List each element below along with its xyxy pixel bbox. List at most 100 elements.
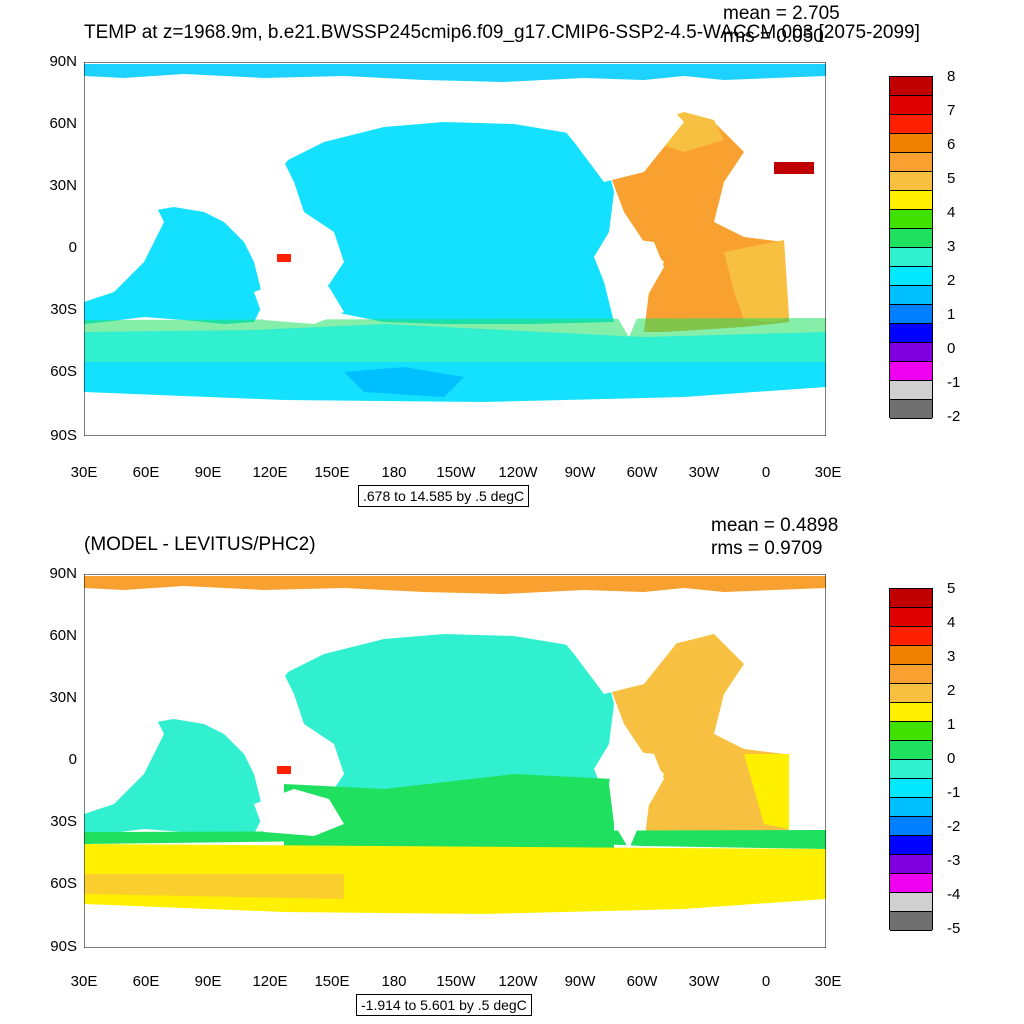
colorbar-swatch <box>890 817 932 836</box>
panel-2-map <box>84 574 826 948</box>
colorbar-swatch <box>890 324 932 343</box>
panel-2-lon-tick: 150E <box>314 973 350 990</box>
panel-1-north-america-land <box>524 80 684 182</box>
colorbar-swatch <box>890 684 932 703</box>
panel-1-lat-tick: 90N <box>49 53 77 70</box>
panel-1-lon-tick: 120W <box>498 464 538 481</box>
panel-2-lon-tick: 60E <box>132 973 160 990</box>
colorbar-swatch <box>890 134 932 153</box>
colorbar-swatch <box>890 836 932 855</box>
panel-2-atlantic-ocean <box>609 634 789 844</box>
panel-2-colorbar-label: -5 <box>947 920 961 937</box>
panel-2-lon-tick: 180 <box>381 973 407 990</box>
colorbar-swatch <box>890 172 932 191</box>
panel-1-lon-tick: 90W <box>564 464 596 481</box>
panel-2-colorbar-label: -2 <box>947 818 961 835</box>
panel-1-lon-tick: 30W <box>688 464 720 481</box>
panel-1-lon-tick: 60E <box>132 464 160 481</box>
panel-1-africa-land <box>84 152 164 302</box>
panel-1-antarctic-cold <box>344 367 464 397</box>
panel-2-lat-tick: 30N <box>49 689 77 706</box>
panel-2-africa-land <box>84 664 164 814</box>
panel-1-lat-tick: 0 <box>68 239 77 256</box>
panel-1-title: TEMP at z=1968.9m, b.e21.BWSSP245cmip6.f… <box>84 22 920 43</box>
panel-2-antarctica-land <box>84 914 826 948</box>
colorbar-swatch <box>890 646 932 665</box>
colorbar-swatch <box>890 779 932 798</box>
panel-1-south-america-land <box>609 237 664 337</box>
panel-2-lon-tick: 0 <box>761 973 771 990</box>
panel-1-red-sea-spot <box>774 162 814 174</box>
panel-1-map <box>84 62 826 436</box>
panel-1-colorbar-label: 5 <box>947 170 956 187</box>
panel-1-colorbar-label: -1 <box>947 374 961 391</box>
panel-1-pacific-ocean <box>284 122 614 324</box>
panel-1-lon-tick: 30E <box>70 464 98 481</box>
panel-1-colorbar-label: 3 <box>947 238 956 255</box>
panel-1-southern-band-2 <box>84 324 826 362</box>
panel-1-mean: mean = 2.705 <box>723 3 840 24</box>
panel-2-lat-tick: 90S <box>50 938 77 955</box>
panel-2-lat-tick: 30S <box>50 813 77 830</box>
colorbar-swatch <box>890 703 932 722</box>
panel-2-colorbar-label: 3 <box>947 648 956 665</box>
panel-1-lon-tick: 120E <box>252 464 288 481</box>
colorbar-swatch <box>890 343 932 362</box>
panel-1-colorbar <box>889 76 933 419</box>
panel-1-lat-tick: 90S <box>50 427 77 444</box>
panel-1-lon-tick: 0 <box>761 464 771 481</box>
panel-2-australia-land <box>254 789 344 836</box>
colorbar-swatch <box>890 96 932 115</box>
colorbar-swatch <box>890 362 932 381</box>
colorbar-swatch <box>890 627 932 646</box>
panel-2-south-pacific-green <box>284 774 614 864</box>
panel-2-lat-tick: 0 <box>68 751 77 768</box>
colorbar-swatch <box>890 589 932 608</box>
colorbar-swatch <box>890 912 932 931</box>
panel-2-lon-tick: 120W <box>498 973 538 990</box>
colorbar-swatch <box>890 210 932 229</box>
panel-1-lat-tick: 60S <box>50 363 77 380</box>
panel-2-colorbar-label: 4 <box>947 614 956 631</box>
panel-2-lon-tick: 120E <box>252 973 288 990</box>
panel-1-lon-tick: 90E <box>194 464 222 481</box>
panel-1-range-label: .678 to 14.585 by .5 degC <box>358 485 530 507</box>
panel-2-colorbar-label: 2 <box>947 682 956 699</box>
colorbar-swatch <box>890 286 932 305</box>
panel-1-lon-tick: 180 <box>381 464 407 481</box>
panel-1-colorbar-label: 1 <box>947 306 956 323</box>
panel-2-lon-tick: 90E <box>194 973 222 990</box>
colorbar-swatch <box>890 760 932 779</box>
colorbar-swatch <box>890 248 932 267</box>
panel-1-lat-tick: 30S <box>50 301 77 318</box>
panel-2-asia-land <box>144 592 294 724</box>
colorbar-swatch <box>890 665 932 684</box>
panel-2-colorbar-label: -4 <box>947 886 961 903</box>
panel-1-lon-tick: 150W <box>436 464 476 481</box>
panel-1-lon-tick: 60W <box>626 464 658 481</box>
panel-2-lon-tick: 150W <box>436 973 476 990</box>
panel-1-lat-tick: 60N <box>49 115 77 132</box>
panel-1-rms: rms = 0.050 <box>723 26 824 47</box>
colorbar-swatch <box>890 608 932 627</box>
colorbar-swatch <box>890 722 932 741</box>
panel-2-south-america-land <box>609 749 664 849</box>
colorbar-swatch <box>890 400 932 419</box>
colorbar-swatch <box>890 305 932 324</box>
colorbar-swatch <box>890 874 932 893</box>
panel-2-lat-tick: 60N <box>49 627 77 644</box>
panel-1-lon-tick: 30E <box>814 464 842 481</box>
panel-1-colorbar-label: 8 <box>947 68 956 85</box>
panel-1-asia-land <box>144 80 294 212</box>
panel-1-antarctica-land <box>84 402 826 436</box>
panel-1-colorbar-label: 0 <box>947 340 956 357</box>
panel-2-colorbar-label: 5 <box>947 580 956 597</box>
panel-2-mean: mean = 0.4898 <box>711 515 839 536</box>
panel-2-lon-tick: 30E <box>814 973 842 990</box>
panel-2-colorbar-label: 0 <box>947 750 956 767</box>
panel-2-colorbar-label: -1 <box>947 784 961 801</box>
panel-1-south-atlantic-warm <box>724 240 789 322</box>
panel-2-lon-tick: 30W <box>688 973 720 990</box>
colorbar-swatch <box>890 77 932 96</box>
colorbar-swatch <box>890 115 932 134</box>
